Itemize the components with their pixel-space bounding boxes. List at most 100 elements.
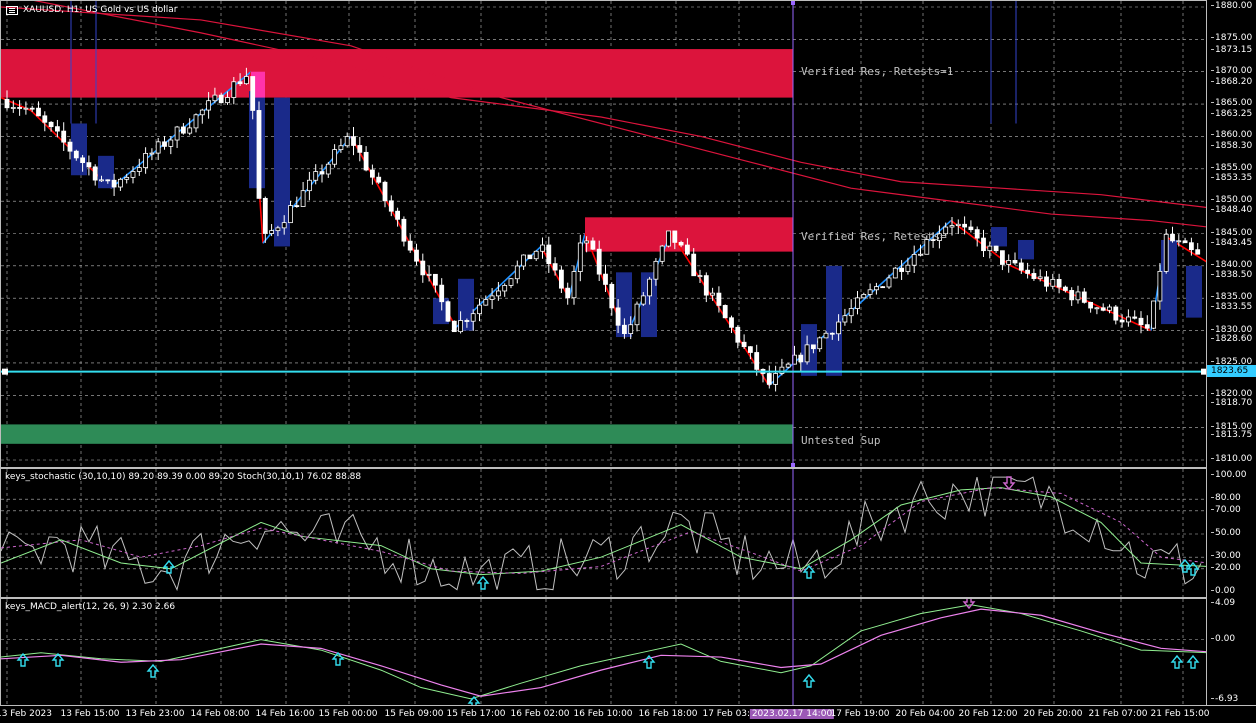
- time-tick-label: 15 Feb 09:00: [384, 709, 444, 719]
- candle-body: [451, 320, 457, 333]
- candle-body: [596, 248, 602, 275]
- macd-buy-arrow-icon: [16, 652, 30, 667]
- candle-body: [1069, 290, 1075, 301]
- candle-body: [1182, 240, 1188, 244]
- zigzag-segment: [670, 233, 770, 387]
- highlight-bar: [641, 272, 657, 338]
- candle-body: [640, 295, 646, 305]
- price-chart-pane[interactable]: XAUUSD, H1: US Gold vs US dollar Verifie…: [0, 0, 1207, 468]
- macd-signal-line: [1, 608, 1206, 697]
- candle-body: [565, 287, 571, 299]
- highlight-bar: [458, 278, 474, 331]
- candle-body: [899, 267, 904, 272]
- candle-body: [697, 275, 703, 278]
- candle-body: [1100, 307, 1106, 311]
- candle-body: [29, 107, 35, 110]
- candle-body: [414, 249, 419, 262]
- candle-body: [729, 317, 734, 328]
- candle-body: [180, 126, 186, 134]
- candle-body: [722, 305, 728, 319]
- candle-body: [1000, 250, 1005, 265]
- price-tick-label: 1845.00: [1211, 228, 1252, 238]
- candle-body: [924, 239, 930, 255]
- time-tick-label: 15 Feb 17:00: [446, 709, 506, 719]
- hline-handle-left: [2, 368, 8, 375]
- candle-body: [955, 223, 961, 226]
- candle-body: [968, 226, 974, 231]
- highlight-bar: [274, 97, 290, 247]
- candle-body: [483, 299, 489, 306]
- stochastic-pane[interactable]: keys_stochastic (30,10,10) 89.20 89.39 0…: [0, 468, 1207, 598]
- candle-body: [1107, 306, 1112, 311]
- candle-body: [874, 286, 879, 291]
- moving-average-line: [1, 6, 1206, 228]
- candle-body: [609, 284, 615, 309]
- price-chart-canvas[interactable]: [1, 1, 1207, 468]
- candle-body: [678, 242, 684, 246]
- candle-body: [458, 320, 464, 333]
- highlight-bar: [71, 123, 87, 176]
- candle-body: [1081, 291, 1087, 303]
- stochastic-buy-arrow-icon: [1186, 561, 1200, 576]
- candle-body: [313, 171, 319, 181]
- candle-body: [748, 346, 753, 353]
- candle-body: [199, 109, 205, 116]
- stochastic-title: keys_stochastic (30,10,10) 89.20 89.39 0…: [5, 472, 362, 482]
- candle-body: [288, 205, 293, 224]
- candle-body: [319, 171, 325, 175]
- price-tick-label: 1815.00: [1211, 422, 1252, 432]
- resistance-zone-label-mid: Verified Res, Retests=: [801, 230, 947, 243]
- candle-body: [880, 286, 886, 289]
- time-tick-label: 15 Feb 00:00: [318, 709, 378, 719]
- stochastic-axis: 100.00 80.00 70.00 50.00 30.00 20.00 0.00: [1207, 468, 1256, 598]
- candle-body: [571, 271, 577, 299]
- macd-buy-arrow-icon: [467, 695, 481, 705]
- time-tick-label: 20 Feb 20:00: [1023, 709, 1083, 719]
- moving-average-line: [33, 1, 1206, 208]
- candle-body: [842, 315, 848, 323]
- candle-body: [1037, 276, 1043, 279]
- macd-buy-arrow-icon: [1170, 654, 1184, 669]
- candle-body: [338, 145, 344, 151]
- candle-body: [243, 76, 249, 85]
- candle-body: [1189, 242, 1194, 251]
- price-tick-label: 1855.00: [1211, 163, 1252, 173]
- stochastic-sell-arrow-icon: [1002, 476, 1016, 491]
- candle-body: [351, 136, 356, 146]
- candle-body: [1031, 273, 1037, 279]
- candle-body: [735, 326, 741, 343]
- price-tick-label: 1820.00: [1211, 389, 1252, 399]
- candle-body: [143, 153, 149, 169]
- candle-body: [836, 321, 841, 335]
- candle-body: [105, 179, 111, 182]
- symbol-title: XAUUSD, H1: US Gold vs US dollar: [23, 5, 178, 15]
- price-tick-label: 1873.15: [1211, 45, 1252, 55]
- price-tick-label: 1880.00: [1211, 1, 1252, 11]
- macd-pane[interactable]: keys_MACD_alert(12, 26, 9) 2.30 2.66: [0, 598, 1207, 706]
- candle-body: [231, 81, 237, 98]
- macd-title: keys_MACD_alert(12, 26, 9) 2.30 2.66: [5, 602, 176, 612]
- candle-body: [332, 149, 338, 165]
- price-tick-label: 1858.30: [1211, 141, 1252, 151]
- candle-body: [1018, 262, 1024, 271]
- chart-menu-icon[interactable]: [6, 6, 18, 15]
- time-axis[interactable]: 13 Feb 2023 13 Feb 15:00 13 Feb 23:00 14 Fe…: [0, 705, 1256, 723]
- candle-body: [489, 295, 495, 300]
- candle-body: [495, 290, 501, 297]
- stochastic-main-line: [1, 476, 1202, 592]
- candle-body: [521, 254, 526, 267]
- stochastic-canvas[interactable]: [1, 469, 1207, 598]
- time-tick-label: 21 Feb 15:00: [1150, 709, 1210, 719]
- candle-body: [23, 107, 29, 110]
- time-tick-label: 14 Feb 16:00: [255, 709, 315, 719]
- stochastic-buy-arrow-icon: [802, 564, 816, 579]
- candle-body: [1151, 300, 1156, 329]
- candle-body: [937, 233, 942, 241]
- macd-buy-arrow-icon: [51, 652, 65, 667]
- hline-handle-right: [1201, 368, 1206, 375]
- candle-body: [741, 341, 747, 348]
- candle-body: [773, 373, 778, 385]
- macd-canvas[interactable]: [1, 599, 1207, 706]
- price-axis[interactable]: 1880.00 1875.00 1873.15 1870.00 1868.20 1865.…: [1207, 0, 1256, 468]
